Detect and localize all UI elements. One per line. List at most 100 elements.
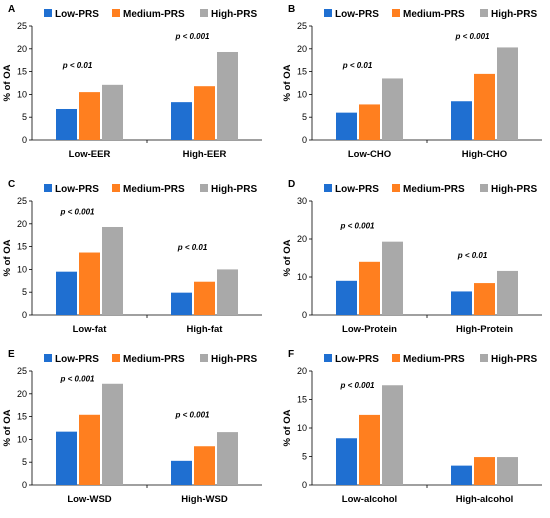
bar-low-prs-1: [56, 108, 77, 140]
legend-swatch-high-prs: [480, 354, 488, 362]
panel-letter: B: [288, 4, 295, 15]
legend-label-high-prs: High-PRS: [211, 9, 257, 20]
y-tick-label: 15: [297, 395, 307, 405]
chart-panel-a: A Low-PRS Medium-PRS High-PRS % of OA 0 5 10 15 2…: [0, 0, 270, 170]
y-axis-label: % of OA: [282, 239, 293, 276]
bar-low-prs-2: [171, 292, 192, 315]
panel-letter: E: [8, 349, 15, 360]
bar-medium-prs-1: [79, 414, 100, 485]
bar-medium-prs-2: [194, 86, 215, 140]
y-tick-label: 30: [297, 196, 307, 206]
legend-label-medium-prs: Medium-PRS: [403, 9, 465, 20]
x-category-label: High-CHO: [462, 149, 507, 160]
y-tick-label: 10: [297, 423, 307, 433]
bar-high-prs-1: [382, 78, 403, 140]
legend-swatch-medium-prs: [392, 354, 400, 362]
chart-svg: C Low-PRS Medium-PRS High-PRS % of OA 0 5 10 15 2…: [2, 179, 262, 335]
legend-label-high-prs: High-PRS: [211, 184, 257, 195]
legend-label-medium-prs: Medium-PRS: [403, 184, 465, 195]
y-axis-label: % of OA: [282, 409, 293, 446]
bar-high-prs-2: [217, 269, 238, 315]
legend-swatch-high-prs: [200, 354, 208, 362]
y-tick-label: 20: [297, 366, 307, 376]
y-axis-label: % of OA: [2, 239, 13, 276]
x-category-label: High-alcohol: [456, 494, 514, 505]
y-tick-label: 10: [17, 434, 27, 444]
legend-swatch-low-prs: [324, 354, 332, 362]
bar-low-prs-2: [451, 291, 472, 315]
bar-high-prs-1: [382, 385, 403, 485]
y-tick-label: 15: [297, 67, 307, 77]
y-tick-label: 10: [17, 264, 27, 274]
y-tick-label: 25: [17, 196, 27, 206]
legend-swatch-high-prs: [200, 9, 208, 17]
panel-letter: A: [8, 4, 15, 15]
bar-high-prs-1: [102, 383, 123, 485]
bar-high-prs-1: [102, 84, 123, 140]
y-tick-label: 0: [22, 480, 27, 490]
chart-svg: F Low-PRS Medium-PRS High-PRS % of OA 0 5 10 15 2…: [282, 349, 542, 505]
legend-label-high-prs: High-PRS: [491, 354, 537, 365]
y-tick-label: 0: [22, 310, 27, 320]
bar-low-prs-2: [171, 102, 192, 140]
p-value-annotation: p < 0.001: [339, 221, 375, 230]
bar-medium-prs-1: [359, 104, 380, 140]
p-value-annotation: p < 0.001: [59, 208, 95, 217]
bar-high-prs-2: [497, 457, 518, 485]
legend-label-low-prs: Low-PRS: [335, 9, 379, 20]
y-tick-label: 15: [17, 412, 27, 422]
y-tick-label: 5: [22, 287, 27, 297]
p-value-annotation: p < 0.001: [174, 411, 210, 420]
legend-label-high-prs: High-PRS: [211, 354, 257, 365]
bar-high-prs-1: [102, 226, 123, 315]
bar-high-prs-2: [217, 432, 238, 485]
p-value-annotation: p < 0.01: [342, 61, 373, 70]
bar-low-prs-2: [451, 101, 472, 140]
chart-svg: A Low-PRS Medium-PRS High-PRS % of OA 0 5 10 15 2…: [2, 4, 262, 160]
chart-panel-d: D Low-PRS Medium-PRS High-PRS % of OA 0 10 20 30…: [280, 175, 550, 345]
bar-medium-prs-1: [359, 414, 380, 485]
legend-swatch-medium-prs: [392, 9, 400, 17]
p-value-annotation: p < 0.001: [454, 32, 490, 41]
y-axis-label: % of OA: [282, 64, 293, 101]
y-tick-label: 0: [302, 480, 307, 490]
y-tick-label: 5: [22, 457, 27, 467]
legend-label-medium-prs: Medium-PRS: [403, 354, 465, 365]
legend-swatch-medium-prs: [112, 184, 120, 192]
legend-label-medium-prs: Medium-PRS: [123, 9, 185, 20]
y-axis-label: % of OA: [2, 64, 13, 101]
legend-label-low-prs: Low-PRS: [55, 9, 99, 20]
bar-medium-prs-2: [474, 283, 495, 315]
legend-swatch-medium-prs: [392, 184, 400, 192]
x-category-label: Low-CHO: [348, 149, 391, 160]
legend-label-high-prs: High-PRS: [491, 9, 537, 20]
y-tick-label: 0: [22, 135, 27, 145]
x-category-label: Low-Protein: [342, 324, 397, 335]
chart-panel-b: B Low-PRS Medium-PRS High-PRS % of OA 0 5 10 15 2…: [280, 0, 550, 170]
legend-label-low-prs: Low-PRS: [55, 184, 99, 195]
bar-low-prs-1: [336, 112, 357, 140]
bar-high-prs-2: [217, 51, 238, 140]
bar-low-prs-2: [171, 460, 192, 485]
legend-swatch-low-prs: [44, 184, 52, 192]
bar-low-prs-1: [336, 438, 357, 485]
y-tick-label: 0: [302, 310, 307, 320]
y-tick-label: 10: [17, 89, 27, 99]
chart-svg: E Low-PRS Medium-PRS High-PRS % of OA 0 5 10 15 2…: [2, 349, 262, 505]
bar-medium-prs-2: [474, 457, 495, 485]
x-category-label: High-Protein: [456, 324, 513, 335]
x-category-label: Low-WSD: [67, 494, 111, 505]
y-tick-label: 25: [297, 21, 307, 31]
legend-swatch-low-prs: [324, 9, 332, 17]
panel-letter: F: [288, 349, 294, 360]
bar-high-prs-1: [382, 241, 403, 315]
y-tick-label: 20: [17, 219, 27, 229]
chart-panel-c: C Low-PRS Medium-PRS High-PRS % of OA 0 5 10 15 2…: [0, 175, 270, 345]
bar-low-prs-1: [56, 431, 77, 485]
legend-label-high-prs: High-PRS: [491, 184, 537, 195]
chart-svg: D Low-PRS Medium-PRS High-PRS % of OA 0 10 20 30…: [282, 179, 542, 335]
legend-swatch-low-prs: [44, 9, 52, 17]
x-category-label: Low-alcohol: [342, 494, 397, 505]
bar-low-prs-1: [336, 280, 357, 315]
bar-high-prs-2: [497, 270, 518, 315]
